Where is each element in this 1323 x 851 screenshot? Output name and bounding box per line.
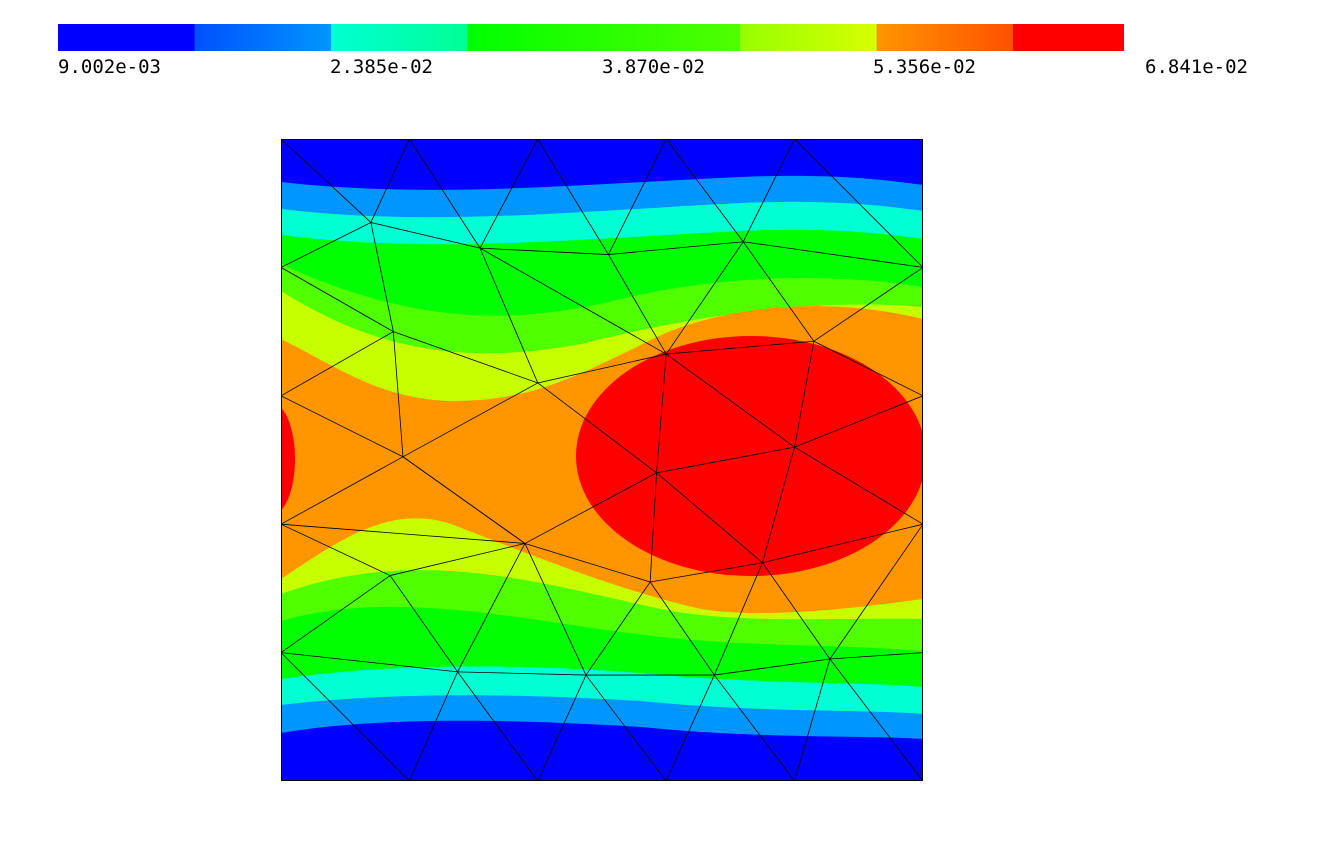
mesh-edge <box>537 382 657 474</box>
colorbar-tick-label-0: 9.002e-03 <box>58 56 161 78</box>
mesh-edge <box>281 456 404 525</box>
mesh-edge <box>656 354 667 473</box>
mesh-edge <box>393 331 538 384</box>
mesh-edge <box>608 254 667 355</box>
mesh-edge <box>665 241 744 355</box>
colorbar-tick-label-2: 3.870e-02 <box>602 56 705 78</box>
mesh-edge <box>392 331 404 457</box>
mesh-edge <box>794 341 815 448</box>
mesh-edge <box>457 671 539 781</box>
mesh-edge <box>480 247 609 255</box>
colorbar-tick-label-1: 2.385e-02 <box>330 56 433 78</box>
mesh-edge <box>650 562 763 583</box>
mesh-edge <box>402 382 538 458</box>
mesh-edge <box>585 674 667 781</box>
mesh-edge <box>794 446 923 525</box>
mesh-edge <box>281 523 525 544</box>
colorbar-gradient <box>58 24 1124 51</box>
mesh-edge <box>829 652 923 660</box>
mesh-edge <box>829 523 923 660</box>
mesh-edge <box>656 446 795 474</box>
mesh-edge <box>524 543 587 676</box>
mesh-edge <box>656 472 763 564</box>
mesh-edge <box>457 543 526 673</box>
mesh-edge <box>281 523 391 576</box>
plot-frame <box>281 139 923 781</box>
mesh-edge <box>713 562 763 676</box>
mesh-edge <box>665 139 744 242</box>
mesh-edge <box>479 247 539 384</box>
mesh-edge <box>389 575 458 673</box>
mesh-edge <box>390 543 526 576</box>
mesh-edge <box>281 652 410 781</box>
mesh-edge <box>762 523 923 564</box>
mesh-edge <box>524 543 651 583</box>
mesh-edge <box>649 472 657 583</box>
mesh-edge <box>409 139 481 249</box>
mesh-edge <box>537 353 667 384</box>
mesh-edge <box>370 222 394 332</box>
mesh-edge <box>742 139 795 242</box>
mesh-edge <box>794 658 831 781</box>
contour-plot <box>281 139 923 781</box>
mesh-edge <box>524 472 657 544</box>
mesh-lines <box>281 139 923 781</box>
mesh-edge <box>457 671 586 676</box>
mesh-edge <box>794 395 923 448</box>
mesh-edge <box>537 674 587 781</box>
mesh-edge <box>742 241 815 342</box>
contour-band-7-right <box>576 336 923 576</box>
mesh-edge <box>608 139 667 255</box>
mesh-edge <box>665 353 795 448</box>
colorbar-tick-label-4: 6.841e-02 <box>1145 56 1248 78</box>
mesh-edge <box>281 222 372 268</box>
mesh-edge <box>281 139 372 223</box>
mesh-edge <box>479 247 667 355</box>
mesh-edge <box>281 331 394 397</box>
mesh-edge <box>281 652 458 673</box>
mesh-edge <box>813 340 923 397</box>
mesh-edge <box>665 674 715 781</box>
mesh-edge <box>794 139 923 268</box>
mesh-edge <box>402 456 526 544</box>
mesh-edge <box>743 241 923 268</box>
contour-bands <box>281 139 923 781</box>
mesh-edge <box>370 222 481 249</box>
mesh-edge <box>281 395 404 458</box>
mesh-edge <box>281 575 391 653</box>
mesh-edge <box>281 267 394 332</box>
mesh-edge <box>666 340 814 355</box>
colorbar <box>58 24 1124 51</box>
mesh-edge <box>762 562 831 660</box>
mesh-edge <box>370 139 410 223</box>
mesh-edge <box>479 139 539 249</box>
mesh-edge <box>829 658 923 781</box>
mesh-edge <box>714 658 830 676</box>
mesh-edge <box>649 581 715 676</box>
mesh-edge <box>537 139 609 255</box>
mesh-edge <box>762 447 795 563</box>
mesh-edge <box>813 267 923 342</box>
mesh-edge <box>585 581 651 676</box>
colorbar-tick-label-3: 5.356e-02 <box>873 56 976 78</box>
mesh-edge <box>608 241 744 255</box>
mesh-edge <box>714 674 795 781</box>
contour-band-7-left <box>281 407 295 511</box>
mesh-edge <box>409 671 458 781</box>
